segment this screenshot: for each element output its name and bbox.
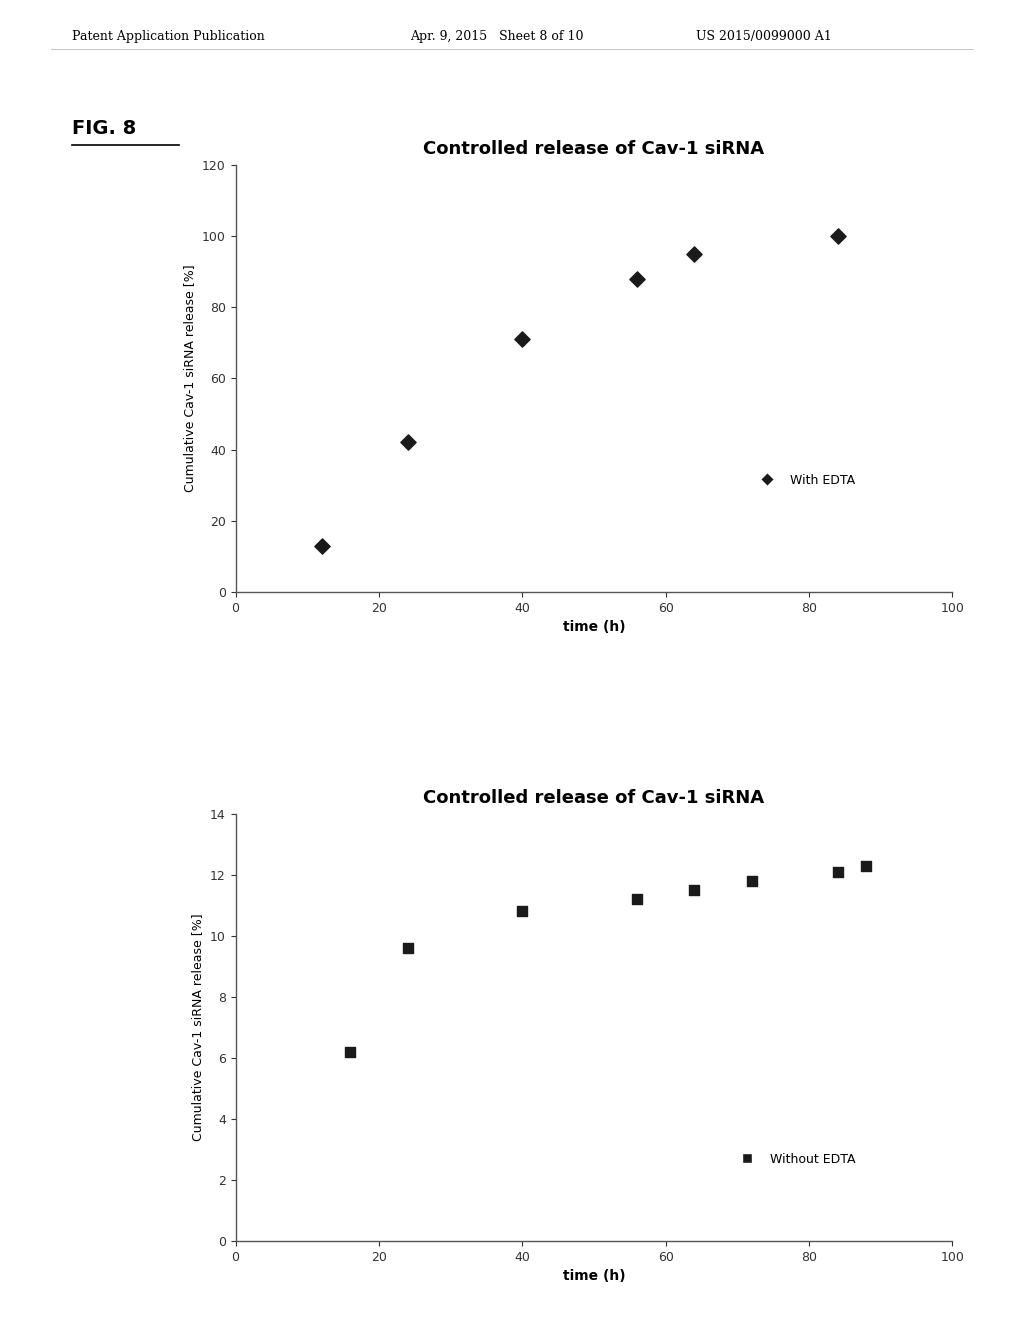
Point [686, 879, 702, 900]
Title: Controlled release of Cav-1 siRNA: Controlled release of Cav-1 siRNA [423, 789, 765, 807]
Point [629, 888, 645, 909]
Legend: Without EDTA: Without EDTA [729, 1147, 860, 1171]
Text: FIG. 8: FIG. 8 [72, 119, 136, 137]
Point [829, 226, 846, 247]
Title: Controlled release of Cav-1 siRNA: Controlled release of Cav-1 siRNA [423, 140, 765, 158]
Point [399, 432, 416, 453]
Y-axis label: Cumulative Cav-1 siRNA release [%]: Cumulative Cav-1 siRNA release [%] [191, 913, 205, 1142]
X-axis label: time (h): time (h) [562, 1269, 626, 1283]
X-axis label: time (h): time (h) [562, 620, 626, 634]
Point [629, 268, 645, 289]
Point [514, 329, 530, 350]
Text: Patent Application Publication: Patent Application Publication [72, 30, 264, 44]
Point [313, 535, 330, 556]
Text: US 2015/0099000 A1: US 2015/0099000 A1 [696, 30, 833, 44]
Point [743, 870, 760, 891]
Point [686, 243, 702, 264]
Y-axis label: Cumulative Cav-1 siRNA release [%]: Cumulative Cav-1 siRNA release [%] [183, 264, 197, 492]
Point [514, 902, 530, 923]
Point [858, 855, 874, 876]
Text: Apr. 9, 2015   Sheet 8 of 10: Apr. 9, 2015 Sheet 8 of 10 [410, 30, 583, 44]
Point [342, 1041, 358, 1063]
Legend: With EDTA: With EDTA [750, 469, 860, 492]
Point [829, 861, 846, 882]
Point [399, 937, 416, 958]
